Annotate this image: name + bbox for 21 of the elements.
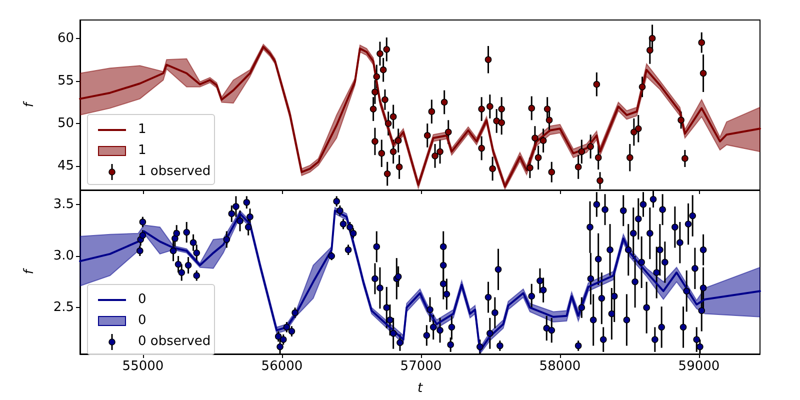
legend-label: 1 (138, 121, 146, 139)
legend-label: 0 observed (138, 333, 211, 351)
text: 1 (138, 143, 146, 158)
y-tick-label: 45 (57, 158, 74, 174)
y-axis-title: f (22, 100, 37, 108)
x-tick-label: 56000 (261, 359, 303, 374)
x-tick-label: 55000 (122, 359, 164, 374)
x-tick-label: 58000 (539, 359, 581, 374)
y-axis-title: f (22, 267, 37, 274)
x-tick-label: 57000 (400, 359, 442, 374)
y-tick-label: 50 (57, 116, 74, 132)
legend-label: 1 observed (138, 163, 211, 181)
y-tick-label: 2.5 (53, 300, 74, 316)
x-tick-label: 59000 (678, 359, 720, 374)
y-tick-label: 55 (57, 73, 74, 88)
text: 0 (138, 313, 146, 328)
y-tick-label: 60 (57, 30, 74, 46)
legend-label: 0 (138, 291, 146, 309)
y-tick-label: 3.5 (53, 196, 74, 212)
x-axis-title: t (417, 381, 424, 396)
y-tick-label: 3.0 (53, 248, 74, 264)
